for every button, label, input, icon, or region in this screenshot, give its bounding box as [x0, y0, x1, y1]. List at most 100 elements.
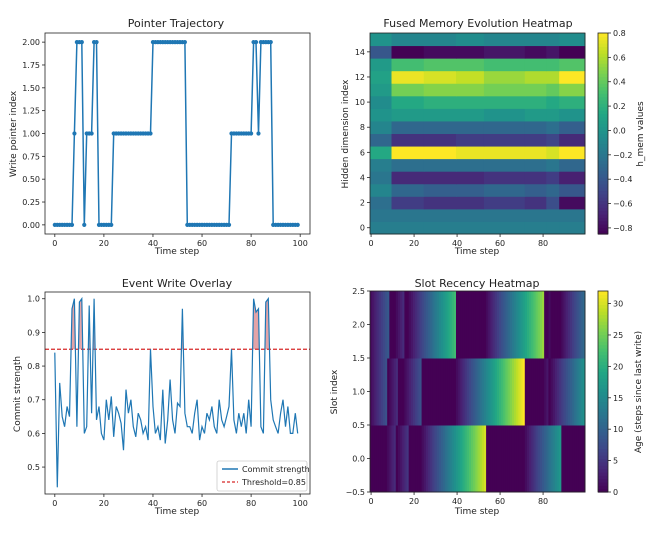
slot-recency-cell: [421, 425, 425, 493]
slot-recency-cell: [389, 358, 392, 426]
slot-recency-cell: [561, 358, 564, 426]
slot-recency-colorbar-band: [598, 394, 608, 399]
slot-recency-cell: [391, 291, 395, 359]
fused-memory-cell: [559, 158, 586, 172]
slot-recency-cell: [432, 425, 435, 493]
fused-memory-colorbar-band: [598, 200, 608, 205]
fused-memory-colorbar-band: [598, 163, 608, 168]
slot-recency-cell: [496, 358, 500, 426]
slot-recency-cell: [542, 425, 545, 493]
slot-recency-cell: [567, 291, 571, 359]
legend-commit-strength-label: Commit strength: [242, 465, 310, 474]
slot-recency-cell: [499, 425, 502, 493]
slot-recency-colorbar-band: [598, 361, 608, 366]
slot-recency-cell: [430, 425, 433, 493]
slot-recency-cell: [378, 291, 382, 359]
slot-recency-cell: [483, 291, 487, 359]
slot-recency-cell: [404, 291, 408, 359]
pointer-trajectory-point: [253, 40, 259, 45]
fused-memory-colorbar-band: [598, 133, 608, 138]
fused-memory-cell: [456, 58, 485, 72]
slot-recency-cell: [552, 358, 556, 426]
slot-recency-cell: [370, 291, 373, 359]
event-write-overlay-xlabel: Time step: [154, 507, 200, 517]
slot-recency-cell: [520, 358, 524, 426]
slot-recency-colorbar-label: Age (steps since last write): [634, 331, 644, 453]
fused-memory-heatmap-ticks: 0 20 40 60 80 0 2 4 6 8 10 12 14: [355, 48, 548, 248]
slot-recency-cell: [548, 358, 552, 426]
slot-recency-cell: [458, 358, 461, 426]
slot-recency-cell: [552, 425, 556, 493]
fused-memory-cell: [524, 133, 547, 147]
slot-recency-cell: [499, 291, 502, 359]
slot-recency-cell: [393, 425, 397, 493]
fused-memory-colorbar-label: h_mem values: [636, 101, 646, 167]
fused-memory-colorbar-band: [598, 183, 608, 188]
slot-recency-cell: [423, 425, 427, 493]
fused-memory-colorbar-band: [598, 73, 608, 78]
slot-recency-cell: [460, 291, 463, 359]
slot-recency-cell: [582, 291, 586, 359]
fused-memory-colorbar-tick-label-2: −0.4: [613, 175, 632, 184]
fused-memory-cell: [559, 221, 586, 235]
slot-recency-colorbar-band: [598, 388, 608, 393]
slot-recency-cell: [529, 425, 532, 493]
slot-recency-cell: [537, 425, 541, 493]
slot-recency-cell: [425, 358, 429, 426]
fused-memory-colorbar-tick-label-3: −0.2: [613, 151, 632, 160]
slot-recency-colorbar-band: [598, 445, 608, 450]
slot-recency-cell: [569, 358, 573, 426]
slot-recency-cell: [447, 425, 451, 493]
event-write-overlay-xtick-label-20: 20: [99, 499, 109, 508]
fused-memory-cell: [456, 70, 485, 84]
slot-recency-cell: [473, 358, 476, 426]
fused-memory-cell: [524, 208, 547, 222]
slot-recency-cell: [496, 291, 500, 359]
slot-recency-cell: [443, 291, 446, 359]
slot-recency-colorbar-band: [598, 468, 608, 473]
fused-memory-cell: [524, 183, 547, 197]
event-write-overlay-xtick-label-100: 100: [293, 499, 308, 508]
fused-memory-cell: [483, 183, 526, 197]
fused-memory-colorbar-band: [598, 213, 608, 218]
slot-recency-colorbar-band: [598, 435, 608, 439]
fused-memory-cell: [483, 146, 526, 160]
event-write-overlay-title: Event Write Overlay: [122, 277, 233, 290]
slot-recency-cell: [516, 358, 519, 426]
slot-recency-cell: [569, 425, 573, 493]
slot-recency-cell: [505, 425, 509, 493]
fused-memory-cell: [391, 158, 425, 172]
slot-recency-cell: [546, 425, 549, 493]
fused-memory-cell: [423, 33, 457, 47]
fused-memory-cell: [546, 120, 560, 134]
slot-recency-cell: [505, 358, 509, 426]
slot-recency-colorbar-band: [598, 408, 608, 413]
fused-memory-cell: [524, 70, 547, 84]
slot-recency-cell: [370, 425, 373, 493]
slot-recency-cell: [520, 425, 524, 493]
fused-memory-cell: [524, 95, 547, 109]
slot-recency-cell: [578, 291, 582, 359]
fused-memory-cell: [546, 158, 560, 172]
slot-recency-cell: [397, 358, 401, 426]
fused-memory-cell: [370, 146, 392, 160]
event-write-overlay-fills: [71, 298, 270, 350]
slot-recency-cell: [456, 291, 459, 359]
slot-recency-cell: [554, 425, 558, 493]
slot-recency-cell: [479, 291, 483, 359]
slot-recency-cell: [580, 425, 584, 493]
slot-recency-ytick-label-5: 2.0: [352, 321, 365, 330]
slot-recency-cell: [559, 425, 562, 493]
slot-recency-cell: [445, 425, 448, 493]
slot-recency-cell: [385, 358, 388, 426]
slot-recency-cell: [494, 425, 498, 493]
slot-recency-cell: [423, 291, 427, 359]
slot-recency-heatmap-ylabel: Slot index: [330, 369, 340, 414]
slot-recency-cell: [443, 425, 446, 493]
fused-memory-cell: [456, 108, 485, 122]
fused-memory-cell: [483, 133, 526, 147]
fused-memory-cell: [524, 196, 547, 210]
slot-recency-cell: [436, 358, 440, 426]
slot-recency-cell: [473, 425, 476, 493]
pointer-trajectory-point: [256, 131, 261, 136]
